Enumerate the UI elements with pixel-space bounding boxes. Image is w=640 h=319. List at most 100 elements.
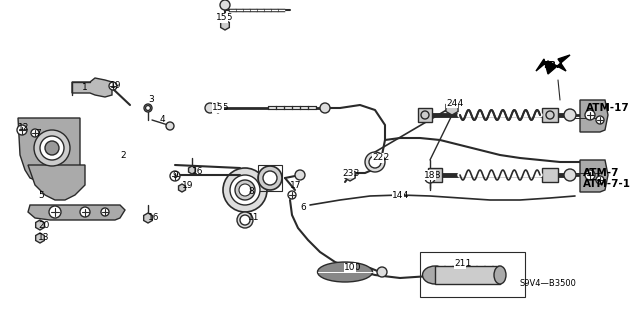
Text: 17: 17 xyxy=(290,182,301,190)
Circle shape xyxy=(288,191,296,199)
Text: 21: 21 xyxy=(454,259,466,269)
Text: 18: 18 xyxy=(424,170,436,180)
Circle shape xyxy=(239,184,251,196)
Circle shape xyxy=(220,0,230,10)
Circle shape xyxy=(170,171,180,181)
Polygon shape xyxy=(28,165,85,200)
Text: 10: 10 xyxy=(350,263,362,272)
Text: ATM-17: ATM-17 xyxy=(586,103,630,113)
Circle shape xyxy=(237,212,253,228)
Circle shape xyxy=(564,109,576,121)
Text: 14: 14 xyxy=(398,191,410,201)
Text: 21: 21 xyxy=(460,259,472,269)
Circle shape xyxy=(596,116,604,124)
Text: 16: 16 xyxy=(192,167,204,176)
Text: 10: 10 xyxy=(344,263,356,272)
Text: ATM-7: ATM-7 xyxy=(583,168,620,178)
Text: 12: 12 xyxy=(18,123,29,132)
Circle shape xyxy=(145,106,150,110)
Circle shape xyxy=(263,171,277,185)
Text: 15: 15 xyxy=(212,103,224,113)
Text: 11: 11 xyxy=(248,213,259,222)
Polygon shape xyxy=(580,160,608,192)
Text: 9: 9 xyxy=(172,172,178,181)
Polygon shape xyxy=(18,118,80,180)
Text: 20: 20 xyxy=(38,220,49,229)
Text: 24: 24 xyxy=(446,99,458,108)
Text: S9V4—B3500: S9V4—B3500 xyxy=(520,278,577,287)
Circle shape xyxy=(205,103,215,113)
Text: 18: 18 xyxy=(430,170,442,180)
Polygon shape xyxy=(28,205,125,220)
Text: 4: 4 xyxy=(160,115,166,124)
Text: 8: 8 xyxy=(248,188,253,197)
Ellipse shape xyxy=(494,266,506,284)
Ellipse shape xyxy=(422,266,447,284)
Text: 15: 15 xyxy=(216,13,228,23)
Polygon shape xyxy=(214,103,222,113)
Circle shape xyxy=(31,129,39,137)
Polygon shape xyxy=(418,108,432,122)
Polygon shape xyxy=(446,101,458,115)
Circle shape xyxy=(425,173,435,183)
Bar xyxy=(258,165,282,191)
Text: 23: 23 xyxy=(348,168,360,177)
Polygon shape xyxy=(345,169,355,181)
Circle shape xyxy=(101,208,109,216)
Polygon shape xyxy=(536,55,570,74)
Polygon shape xyxy=(221,20,229,30)
Circle shape xyxy=(365,152,385,172)
Circle shape xyxy=(17,125,27,135)
Circle shape xyxy=(109,82,117,90)
Polygon shape xyxy=(36,233,44,243)
Circle shape xyxy=(546,111,554,119)
Circle shape xyxy=(34,130,70,166)
Text: 15: 15 xyxy=(218,103,230,113)
Circle shape xyxy=(369,156,381,168)
Text: 5: 5 xyxy=(38,190,44,199)
Circle shape xyxy=(40,136,64,160)
Text: 15: 15 xyxy=(222,13,234,23)
Text: 19: 19 xyxy=(182,182,193,190)
Text: 14: 14 xyxy=(392,191,404,201)
Circle shape xyxy=(295,170,305,180)
Bar xyxy=(420,252,525,297)
Polygon shape xyxy=(428,168,442,182)
Polygon shape xyxy=(72,78,112,97)
Text: ATM-7-1: ATM-7-1 xyxy=(583,179,631,189)
Circle shape xyxy=(585,170,595,180)
Circle shape xyxy=(585,110,595,120)
Text: 13: 13 xyxy=(38,234,49,242)
Polygon shape xyxy=(542,168,558,182)
Circle shape xyxy=(235,180,255,200)
Circle shape xyxy=(166,122,174,130)
Text: 22: 22 xyxy=(378,153,389,162)
Text: 1: 1 xyxy=(82,84,88,93)
Polygon shape xyxy=(36,220,44,230)
Text: FR.: FR. xyxy=(543,61,559,70)
Circle shape xyxy=(240,215,250,225)
Text: 19: 19 xyxy=(110,81,122,91)
Circle shape xyxy=(596,176,604,184)
Bar xyxy=(435,266,500,284)
Text: 3: 3 xyxy=(148,95,154,105)
Text: 23: 23 xyxy=(342,168,354,177)
Circle shape xyxy=(223,168,267,212)
Circle shape xyxy=(144,104,152,112)
Text: 6: 6 xyxy=(300,204,306,212)
Circle shape xyxy=(320,103,330,113)
Text: 24: 24 xyxy=(452,99,463,108)
Circle shape xyxy=(49,206,61,218)
Polygon shape xyxy=(580,100,608,132)
Circle shape xyxy=(45,141,59,155)
Text: 16: 16 xyxy=(148,213,159,222)
Polygon shape xyxy=(542,108,558,122)
Circle shape xyxy=(258,166,282,190)
Polygon shape xyxy=(179,184,186,192)
Circle shape xyxy=(230,175,260,205)
Circle shape xyxy=(564,169,576,181)
Text: 2: 2 xyxy=(120,151,125,160)
Circle shape xyxy=(421,111,429,119)
Text: 7: 7 xyxy=(35,129,41,137)
Polygon shape xyxy=(189,166,195,174)
